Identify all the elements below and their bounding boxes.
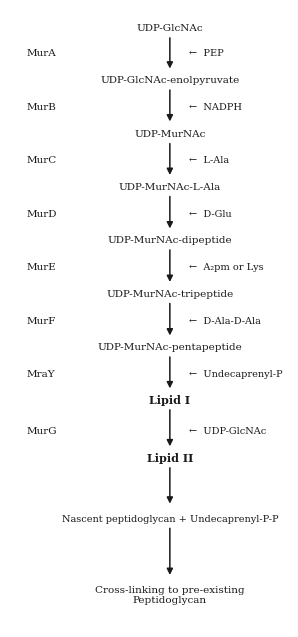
Text: UDP-MurNAc-tripeptide: UDP-MurNAc-tripeptide — [106, 290, 234, 299]
Text: ←  D-Ala-D-Ala: ← D-Ala-D-Ala — [189, 317, 261, 326]
Text: ←  D-Glu: ← D-Glu — [189, 210, 232, 218]
Text: MurC: MurC — [27, 156, 57, 165]
Text: UDP-GlcNAc-enolpyruvate: UDP-GlcNAc-enolpyruvate — [100, 76, 240, 85]
Text: MurB: MurB — [27, 103, 57, 111]
Text: ←  UDP-GlcNAc: ← UDP-GlcNAc — [189, 427, 266, 436]
Text: MurD: MurD — [27, 210, 57, 218]
Text: UDP-MurNAc: UDP-MurNAc — [134, 130, 206, 139]
Text: UDP-MurNAc-dipeptide: UDP-MurNAc-dipeptide — [108, 236, 232, 245]
Text: UDP-MurNAc-pentapeptide: UDP-MurNAc-pentapeptide — [97, 343, 242, 352]
Text: ←  NADPH: ← NADPH — [189, 103, 242, 111]
Text: MurE: MurE — [27, 263, 57, 272]
Text: UDP-GlcNAc: UDP-GlcNAc — [136, 24, 203, 33]
Text: MraY: MraY — [27, 370, 55, 379]
Text: ←  A₂pm or Lys: ← A₂pm or Lys — [189, 263, 264, 272]
Text: UDP-MurNAc-L-Ala: UDP-MurNAc-L-Ala — [119, 183, 221, 192]
Text: Nascent peptidoglycan + Undecaprenyl-P-P: Nascent peptidoglycan + Undecaprenyl-P-P — [62, 515, 278, 524]
Text: Lipid II: Lipid II — [147, 453, 193, 464]
Text: ←  L-Ala: ← L-Ala — [189, 156, 229, 165]
Text: MurG: MurG — [27, 427, 58, 436]
Text: Lipid I: Lipid I — [149, 395, 190, 406]
Text: MurA: MurA — [27, 49, 57, 58]
Text: Cross-linking to pre-existing
Peptidoglycan: Cross-linking to pre-existing Peptidogly… — [95, 586, 245, 605]
Text: ←  Undecaprenyl-P: ← Undecaprenyl-P — [189, 370, 283, 379]
Text: MurF: MurF — [27, 317, 56, 326]
Text: ←  PEP: ← PEP — [189, 49, 224, 58]
